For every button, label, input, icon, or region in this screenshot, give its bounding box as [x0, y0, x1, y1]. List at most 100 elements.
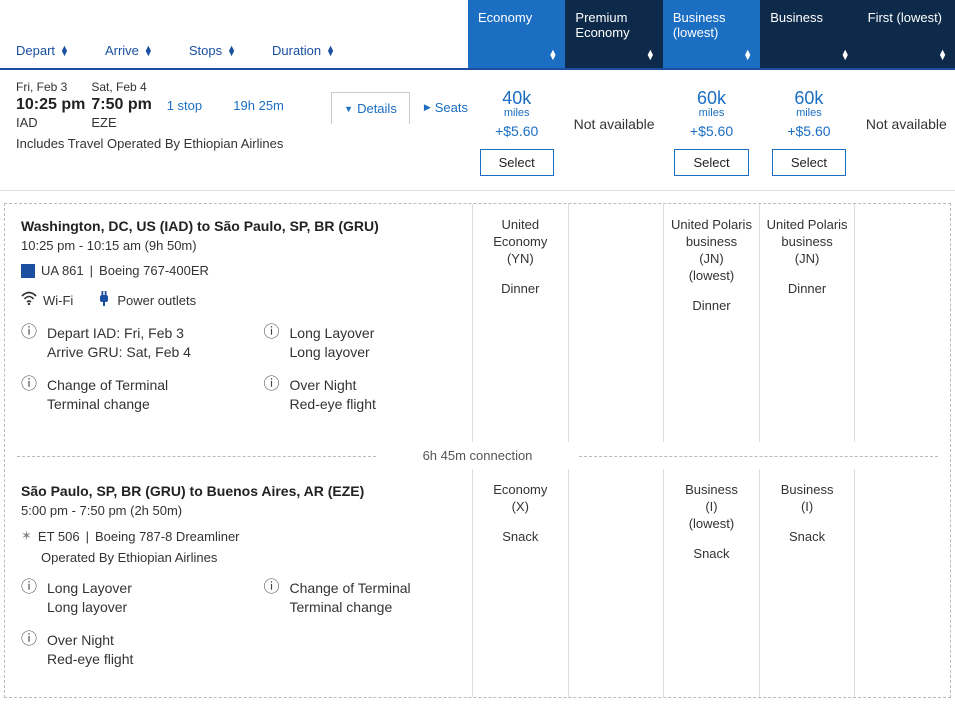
- fare-cell: Not available: [858, 80, 955, 190]
- cabin-col-empty: [855, 469, 950, 697]
- duration-value: 19h 25m: [233, 98, 331, 113]
- caret-right-icon: ▶: [424, 102, 431, 113]
- sort-stops[interactable]: Stops ▲▼: [189, 43, 236, 58]
- fare-header[interactable]: Business (lowest)▲▼: [663, 0, 760, 68]
- segment-title: São Paulo, SP, BR (GRU) to Buenos Aires,…: [21, 483, 456, 499]
- cabin-meal: Dinner: [764, 281, 851, 296]
- amenity-label: Power outlets: [117, 293, 196, 308]
- sort-stops-label: Stops: [189, 43, 222, 58]
- select-button[interactable]: Select: [480, 149, 554, 176]
- fare-cells: 40kmiles+$5.60Select Not available 60kmile…: [468, 80, 955, 190]
- notice-row: ⓘChange of TerminalTerminal changeⓘOver …: [21, 376, 456, 414]
- wifi-icon: [21, 291, 37, 309]
- flight-number: UA 861: [41, 263, 84, 278]
- select-button[interactable]: Select: [772, 149, 846, 176]
- notice: ⓘLong LayoverLong layover: [264, 324, 457, 362]
- sort-depart[interactable]: Depart ▲▼: [16, 43, 69, 58]
- segment-flight: ✶ET 506 | Boeing 787-8 Dreamliner: [21, 528, 456, 544]
- segment-time: 10:25 pm - 10:15 am (9h 50m): [21, 238, 456, 253]
- cabin-meal: Dinner: [668, 298, 755, 313]
- arrive-time: 7:50 pm: [91, 96, 166, 114]
- fare-cell: Not available: [565, 80, 662, 190]
- cabin-col: United Polaris business(JN)Dinner: [760, 204, 856, 442]
- cabin-col-empty: [569, 469, 665, 697]
- notices: ⓘ Long LayoverLong layover ⓘ Change of Term…: [21, 579, 456, 669]
- notice-text: Change of TerminalTerminal change: [290, 579, 411, 617]
- notice: ⓘ Change of TerminalTerminal change: [264, 579, 457, 617]
- sort-icon: ▲▼: [841, 50, 850, 60]
- cabin-name: Business: [668, 481, 755, 498]
- sort-arrive[interactable]: Arrive ▲▼: [105, 43, 153, 58]
- sort-icon: ▲▼: [646, 50, 655, 60]
- stops-value[interactable]: 1 stop: [167, 98, 234, 113]
- notice-text: Long LayoverLong layover: [290, 324, 375, 362]
- depart-block: Fri, Feb 3 10:25 pm IAD: [16, 80, 91, 130]
- fare-header[interactable]: Economy ▲▼: [468, 0, 565, 68]
- seats-label: Seats: [435, 100, 468, 115]
- cabin-name: Business: [764, 481, 851, 498]
- fare-headers: Economy▲▼Premium Economy▲▼Business (lowe…: [468, 0, 955, 68]
- star-alliance-icon: ✶: [21, 528, 32, 544]
- fare-cell: 60kmiles+$5.60Select: [663, 80, 760, 190]
- miles-label: miles: [504, 107, 530, 119]
- alert-icon: ⓘ: [21, 324, 37, 342]
- notice-text: Over NightRed-eye flight: [290, 376, 376, 414]
- fare-header[interactable]: Business ▲▼: [760, 0, 857, 68]
- notice: ⓘOver NightRed-eye flight: [21, 631, 221, 669]
- cabin-meal: Snack: [764, 529, 851, 544]
- sort-duration[interactable]: Duration ▲▼: [272, 43, 335, 58]
- fare-header[interactable]: First (lowest)▲▼: [858, 0, 955, 68]
- connection-divider: 6h 45m connection: [5, 442, 950, 469]
- cabin-name: United Polaris business: [668, 216, 755, 250]
- fare-cell: 40kmiles+$5.60Select: [468, 80, 565, 190]
- sort-icon: ▲▼: [227, 46, 236, 56]
- fare-header[interactable]: Premium Economy▲▼: [565, 0, 662, 68]
- sort-icon: ▲▼: [548, 50, 557, 60]
- power-icon: [97, 290, 111, 310]
- sort-icon: ▲▼: [60, 46, 69, 56]
- depart-time: 10:25 pm: [16, 96, 91, 114]
- notice: ⓘOver NightRed-eye flight: [264, 376, 457, 414]
- segment-cabins: Economy(X)SnackBusiness(I)(lowest)SnackB…: [473, 469, 950, 697]
- details-label: Details: [357, 101, 397, 116]
- results-header: Depart ▲▼ Arrive ▲▼ Stops ▲▼ Duration ▲▼…: [0, 0, 955, 70]
- not-available: Not available: [574, 116, 655, 132]
- miles-label: miles: [796, 107, 822, 119]
- fare-header-label: Business: [770, 10, 823, 25]
- sort-icon: ▲▼: [938, 50, 947, 60]
- seats-link[interactable]: ▶ Seats: [424, 100, 468, 115]
- segment-title: Washington, DC, US (IAD) to São Paulo, S…: [21, 218, 456, 234]
- select-button[interactable]: Select: [674, 149, 748, 176]
- notice-text: Over NightRed-eye flight: [47, 631, 133, 669]
- cabin-meal: Snack: [477, 529, 564, 544]
- depart-code: IAD: [16, 115, 91, 130]
- sort-headers: Depart ▲▼ Arrive ▲▼ Stops ▲▼ Duration ▲▼: [0, 0, 468, 68]
- cabin-col: Economy(X)Snack: [473, 469, 569, 697]
- cabin-col: United Economy(YN)Dinner: [473, 204, 569, 442]
- amenities: Wi-FiPower outlets: [21, 290, 456, 310]
- cabin-name: United Polaris business: [764, 216, 851, 250]
- details-toggle[interactable]: ▼ Details: [331, 92, 410, 124]
- depart-date: Fri, Feb 3: [16, 80, 91, 94]
- sort-duration-label: Duration: [272, 43, 321, 58]
- cabin-col: United Polaris business(JN)(lowest)Dinne…: [664, 204, 760, 442]
- notice: ⓘDepart IAD: Fri, Feb 3Arrive GRU: Sat, …: [21, 324, 214, 362]
- segment: São Paulo, SP, BR (GRU) to Buenos Aires,…: [5, 469, 950, 697]
- segment-cabins: United Economy(YN)Dinner United Polaris b…: [473, 204, 950, 442]
- notice-text: Long LayoverLong layover: [47, 579, 132, 617]
- flight-row: Fri, Feb 3 10:25 pm IAD Sat, Feb 4 7:50 …: [0, 70, 955, 191]
- alert-icon: ⓘ: [21, 579, 37, 597]
- fare-header-label: Business (lowest): [673, 10, 726, 40]
- sort-arrive-label: Arrive: [105, 43, 139, 58]
- fare-header-label: Economy: [478, 10, 532, 25]
- segment: Washington, DC, US (IAD) to São Paulo, S…: [5, 204, 950, 442]
- flight-info: Fri, Feb 3 10:25 pm IAD Sat, Feb 4 7:50 …: [0, 80, 468, 190]
- alert-icon: ⓘ: [264, 579, 280, 597]
- miles-value: 40k: [502, 88, 531, 109]
- cabin-name: United Economy: [477, 216, 564, 250]
- cabin-meal: Dinner: [477, 281, 564, 296]
- duration-block: 19h 25m: [233, 80, 331, 113]
- arrive-code: EZE: [91, 115, 166, 130]
- miles-label: miles: [699, 107, 725, 119]
- alert-icon: ⓘ: [21, 376, 37, 394]
